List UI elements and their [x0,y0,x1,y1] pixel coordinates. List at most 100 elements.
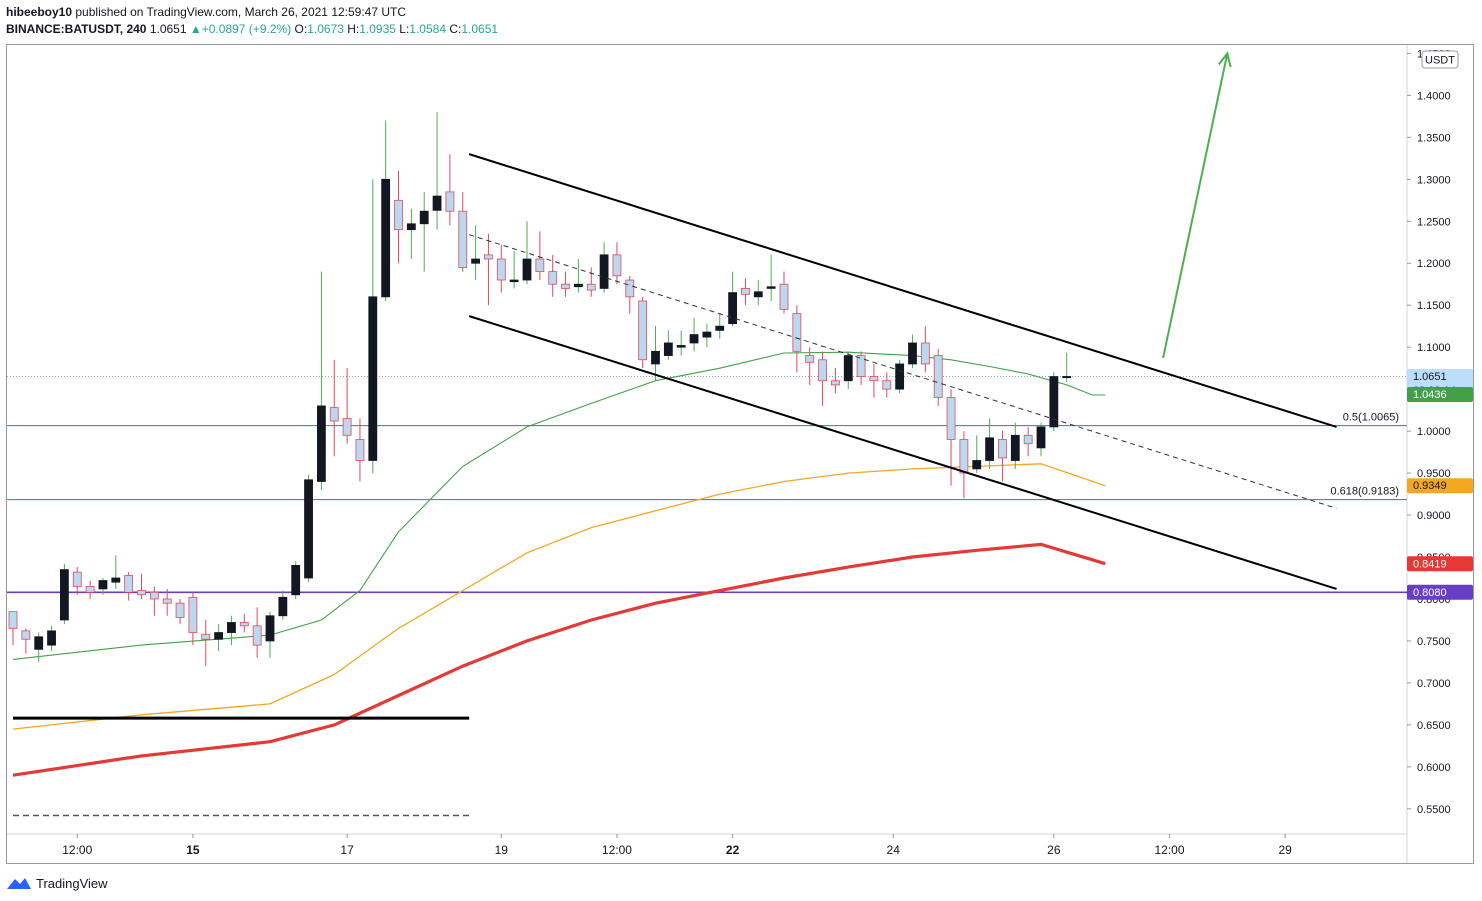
time-tick-label: 12:00 [1154,843,1184,857]
price-tick-label: 0.7000 [1417,678,1451,690]
candle-body [586,283,596,291]
price-tag-value: 0.9349 [1413,480,1447,492]
candle-body [265,615,275,642]
candle-body [342,418,352,436]
candle-body [239,622,249,627]
price-tag-value: 0.8080 [1413,587,1447,599]
author-name[interactable]: hibeeboy10 [6,5,73,19]
candle-body [496,258,506,281]
candle-body [1010,434,1020,461]
candle-body [599,254,609,289]
candle-body [124,575,134,593]
tradingview-footer[interactable]: TradingView [6,873,108,893]
candle-body [329,407,339,422]
level-lines: 0.5(1.0065) 0.618(0.9183) [7,375,1407,594]
candle-body [406,223,416,231]
candle-body [689,334,699,344]
candle-body [843,355,853,382]
candle-body [355,439,365,461]
price-chart[interactable]: 0.5(1.0065) 0.618(0.9183) 1.45001.40001.3… [7,45,1473,863]
time-axis[interactable]: 12:00 15 17 19 12:00 22 24 26 12:00 29 [62,834,1292,857]
high-value: 1.0935 [359,22,396,36]
time-tick-label: 15 [186,843,200,857]
price-tick-label: 1.1000 [1417,342,1451,354]
candle-body [895,363,905,390]
candle-body [458,210,468,268]
price-change: +0.0897 (+9.2%) [201,22,292,36]
candle-body [869,376,879,382]
time-tick-label: 12:00 [602,843,632,857]
candle-body [920,342,930,365]
breakout-arrow-line [1162,53,1229,359]
candle-body [85,585,95,593]
candle-body [792,313,802,352]
candle-body [998,439,1007,459]
candle-body [1036,426,1046,449]
candle-body [741,288,750,295]
price-tick-label: 0.5500 [1417,804,1451,816]
candle-body [959,439,969,474]
fib-level-label: 0.5(1.0065) [1343,412,1399,424]
candle-body [818,359,827,382]
symbol-line: BINANCE:BATUSDT, 240 1.0651 ▲+0.0897 (+9… [6,22,499,36]
price-tick-label: 1.2000 [1417,258,1451,270]
candle-body [214,632,224,640]
candle-body [304,479,313,579]
currency-badge[interactable]: USDT [1421,50,1459,69]
published-text: published on TradingView.com, March 26, … [75,5,407,19]
candle-body [34,636,44,650]
time-tick-label: 24 [887,843,901,857]
candle-body [252,625,262,646]
candle-body [805,355,815,363]
open-value: 1.0673 [307,22,344,36]
candle-body [882,380,892,390]
fib-level-label: 0.618(0.9183) [1331,486,1400,498]
up-triangle-icon: ▲ [189,22,202,36]
candle-body [445,191,455,212]
candle-body [779,283,789,310]
price-tick-label: 0.9500 [1417,468,1451,480]
candle-body [728,292,737,325]
price-tick-label: 0.7500 [1417,636,1451,648]
chart-frame[interactable]: 0.5(1.0065) 0.618(0.9183) 1.45001.40001.3… [6,44,1474,864]
candle-body [509,279,519,283]
candle-body [638,300,648,361]
candle-body [1062,376,1072,379]
candles [8,112,1072,667]
candle-body [625,279,635,298]
tradingview-logo-icon [7,878,31,889]
candle-body [368,296,378,461]
ma200-line [12,542,1106,777]
publish-line: hibeeboy10 published on TradingView.com,… [6,5,406,19]
candle-body [381,178,391,298]
price-tick-label: 0.6500 [1417,720,1451,732]
price-tag-bg [1407,478,1473,494]
candle-body [291,565,301,596]
candle-body [484,254,493,260]
candle-body [227,622,236,633]
candle-body [98,580,108,590]
candle-body [60,569,69,621]
currency-label: USDT [1425,55,1455,67]
price-axis[interactable]: 1.45001.40001.35001.30001.25001.20001.15… [1407,48,1451,816]
candle-body [663,342,673,356]
candle-body [676,345,686,348]
low-value: 1.0584 [409,22,446,36]
ma20-line [12,351,1106,660]
time-tick-label: 19 [495,843,509,857]
time-tick-label: 22 [726,843,740,857]
candle-body [766,286,776,289]
footer-brand: TradingView [36,875,108,891]
trend-drawings [13,51,1337,817]
candle-body [933,355,943,398]
candle-body [201,633,211,640]
candle-body [137,590,146,596]
candle-body [188,596,198,633]
symbol-name[interactable]: BINANCE:BATUSDT [6,22,120,36]
candle-body [831,380,840,386]
candle-body [548,271,558,285]
channel-lower-line [468,315,1337,590]
price-tick-label: 0.6000 [1417,762,1451,774]
price-tick-label: 1.1500 [1417,300,1451,312]
